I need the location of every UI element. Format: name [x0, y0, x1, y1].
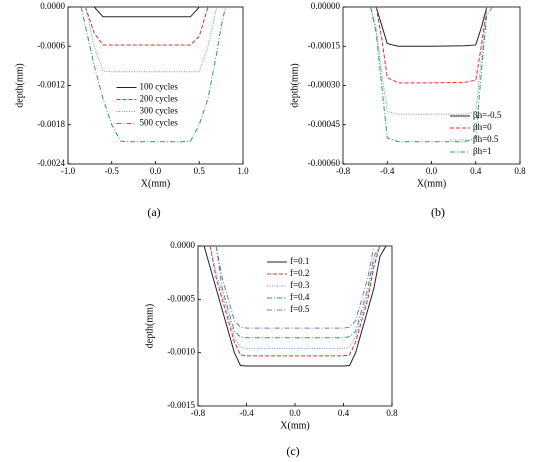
x-tick-label: 0.4 — [470, 166, 482, 176]
data-line — [85, 6, 209, 46]
y-tick-label: -0.0005 — [167, 293, 195, 303]
y-tick-label: -0.00015 — [308, 40, 341, 50]
legend-label: βh=0.5 — [473, 134, 499, 144]
data-line — [85, 6, 218, 73]
y-tick-label: -0.00030 — [308, 80, 341, 90]
y-axis-label: depth(mm) — [144, 304, 155, 348]
y-tick-label: -0.0015 — [167, 400, 195, 410]
legend-label: 300 cycles — [140, 106, 179, 116]
x-tick-label: 0.8 — [514, 166, 526, 176]
data-line — [370, 6, 493, 143]
x-axis-label: X(mm) — [141, 178, 170, 189]
data-line — [203, 245, 387, 367]
data-line — [215, 245, 381, 339]
legend-label: f=0.5 — [290, 304, 310, 314]
legend-label: 200 cycles — [140, 94, 179, 104]
y-axis-label: depth(mm) — [14, 63, 25, 107]
y-tick-label: 0.0000 — [170, 240, 195, 250]
y-tick-label: -0.0018 — [37, 119, 65, 129]
x-tick-label: -0.4 — [239, 408, 254, 418]
data-line — [209, 245, 381, 357]
panel-caption: (b) — [431, 205, 445, 219]
data-line — [93, 6, 200, 18]
y-axis-label: depth(mm) — [289, 63, 300, 107]
legend-label: βh=1 — [473, 146, 492, 156]
y-tick-label: -0.0010 — [167, 347, 195, 357]
x-tick-label: 0.0 — [426, 166, 438, 176]
legend-label: βh=0 — [473, 122, 492, 132]
y-tick-label: -0.00060 — [308, 158, 341, 168]
x-tick-label: 1.0 — [237, 166, 249, 176]
legend-label: βh=-0.5 — [473, 110, 502, 120]
data-line — [80, 6, 226, 143]
x-tick-label: -0.4 — [380, 166, 395, 176]
data-line — [375, 6, 488, 47]
data-line — [215, 245, 375, 329]
x-tick-label: 0.0 — [289, 408, 301, 418]
x-tick-label: -0.8 — [191, 408, 206, 418]
y-tick-label: 0.0000 — [40, 1, 65, 11]
x-tick-label: 0.8 — [386, 408, 398, 418]
legend-label: f=0.3 — [290, 280, 310, 290]
panel-caption: (a) — [147, 205, 160, 219]
data-line — [370, 6, 488, 115]
y-tick-label: 0.00000 — [311, 1, 341, 11]
legend-label: f=0.1 — [290, 256, 309, 266]
x-tick-label: -0.8 — [336, 166, 351, 176]
x-tick-label: 0.0 — [150, 166, 162, 176]
legend-label: f=0.2 — [290, 268, 309, 278]
legend-label: 100 cycles — [140, 82, 179, 92]
panel-caption: (c) — [286, 444, 299, 458]
y-tick-label: -0.0012 — [37, 80, 65, 90]
y-tick-label: -0.00045 — [308, 119, 341, 129]
y-tick-label: -0.0024 — [37, 158, 65, 168]
x-tick-label: 0.5 — [194, 166, 206, 176]
y-tick-label: -0.0006 — [37, 40, 65, 50]
data-line — [375, 6, 488, 84]
data-line — [209, 245, 381, 349]
x-tick-label: -0.5 — [105, 166, 120, 176]
x-tick-label: -1.0 — [61, 166, 76, 176]
x-axis-label: X(mm) — [280, 420, 309, 431]
x-axis-label: X(mm) — [417, 178, 446, 189]
legend-label: f=0.4 — [290, 292, 310, 302]
legend-label: 500 cycles — [140, 118, 179, 128]
x-tick-label: 0.4 — [338, 408, 350, 418]
